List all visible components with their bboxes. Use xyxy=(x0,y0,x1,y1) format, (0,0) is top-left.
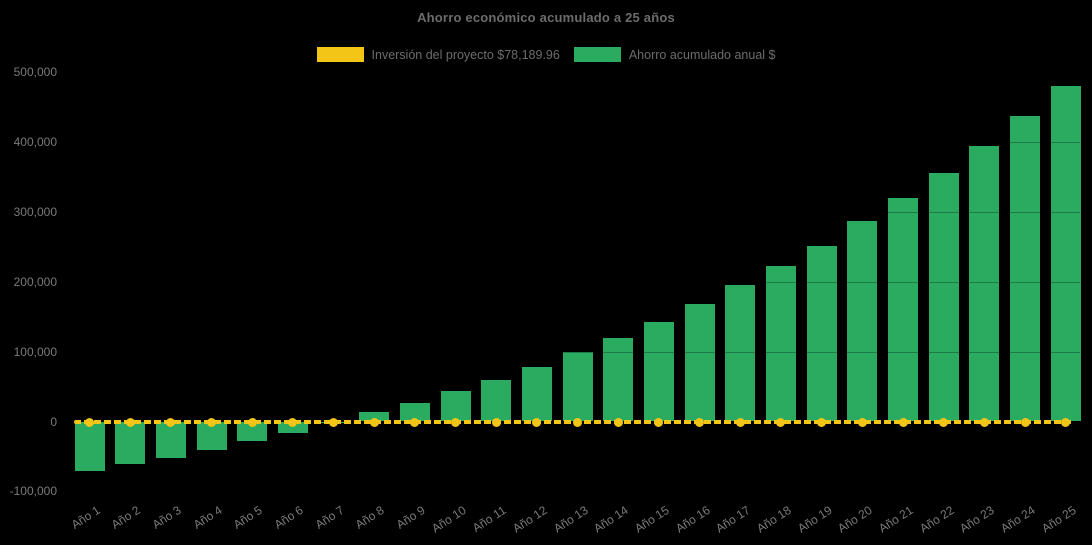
investment-line-marker xyxy=(288,417,298,427)
gridline xyxy=(62,281,1080,283)
bar-ahorro-anio-25 xyxy=(1050,85,1081,422)
investment-line-marker xyxy=(654,417,664,427)
x-axis-label-anio-18: Año 18 xyxy=(754,502,794,535)
bar-ahorro-anio-3 xyxy=(155,421,186,458)
x-axis-label-anio-14: Año 14 xyxy=(591,502,631,535)
x-axis-label-anio-6: Año 6 xyxy=(271,502,306,532)
investment-line-marker xyxy=(979,417,989,427)
bar-ahorro-anio-5 xyxy=(237,421,268,442)
bar-ahorro-anio-16 xyxy=(684,304,715,422)
investment-line-marker xyxy=(573,417,583,427)
investment-line-marker xyxy=(1020,417,1030,427)
y-axis-tick-label: 100,000 xyxy=(13,344,57,359)
bar-ahorro-anio-13 xyxy=(562,352,593,422)
x-axis-label-anio-25: Año 25 xyxy=(1038,502,1079,535)
x-axis-label-anio-2: Año 2 xyxy=(108,502,143,532)
bar-ahorro-anio-21 xyxy=(888,198,918,422)
x-axis-label-anio-23: Año 23 xyxy=(957,502,997,535)
x-axis-label-anio-19: Año 19 xyxy=(794,502,835,535)
x-axis-label-anio-13: Año 13 xyxy=(550,502,591,535)
gridline xyxy=(62,212,1080,213)
legend-label-ahorro: Ahorro acumulado anual $ xyxy=(628,47,776,62)
bar-ahorro-anio-23 xyxy=(969,146,1000,422)
bar-ahorro-anio-12 xyxy=(521,367,552,422)
investment-line-marker xyxy=(85,417,95,427)
bar-ahorro-anio-22 xyxy=(928,172,959,422)
y-axis-tick-label: 300,000 xyxy=(13,205,57,219)
investment-line-marker xyxy=(613,417,623,427)
investment-line-marker xyxy=(532,417,542,427)
legend-label-inversion: Inversión del proyecto $78,189.96 xyxy=(371,47,560,62)
investment-line-marker xyxy=(817,417,827,427)
gridline xyxy=(62,351,1080,353)
gridline xyxy=(62,72,1080,74)
gridline xyxy=(62,491,1080,493)
bar-ahorro-anio-10 xyxy=(440,391,471,422)
y-axis-tick-label: 200,000 xyxy=(13,274,57,289)
investment-line-marker xyxy=(247,417,257,427)
bar-ahorro-anio-24 xyxy=(1010,116,1040,422)
x-axis-label-anio-24: Año 24 xyxy=(998,502,1038,535)
y-axis-tick-label: 400,000 xyxy=(13,135,57,150)
legend-item-inversion[interactable]: Inversión del proyecto $78,189.96 xyxy=(316,47,560,62)
x-axis-label-anio-16: Año 16 xyxy=(672,502,713,535)
y-axis-tick-label: -100,000 xyxy=(9,484,57,499)
y-axis-tick-label: 0 xyxy=(50,414,57,429)
bar-ahorro-anio-20 xyxy=(847,221,878,422)
investment-line-marker xyxy=(166,417,176,427)
legend-item-ahorro[interactable]: Ahorro acumulado anual $ xyxy=(573,47,776,62)
x-axis-label-anio-22: Año 22 xyxy=(916,502,957,535)
bar-ahorro-anio-19 xyxy=(806,245,837,422)
bar-ahorro-anio-11 xyxy=(481,379,512,422)
investment-line-marker xyxy=(207,417,217,427)
x-axis-label-anio-20: Año 20 xyxy=(835,502,875,535)
investment-line xyxy=(74,420,1072,424)
y-axis-tick-label: 500,000 xyxy=(13,65,57,80)
bar-ahorro-anio-9 xyxy=(399,402,430,422)
investment-line-marker xyxy=(451,417,461,427)
bar-ahorro-anio-1 xyxy=(74,421,105,472)
investment-line-marker xyxy=(410,417,420,427)
x-axis-label-anio-12: Año 12 xyxy=(510,502,550,535)
bar-ahorro-anio-14 xyxy=(603,337,634,422)
x-axis-label-anio-21: Año 21 xyxy=(876,502,916,535)
x-axis-label-anio-3: Año 3 xyxy=(149,502,184,532)
x-axis-label-anio-15: Año 15 xyxy=(632,502,672,535)
x-axis-label-anio-11: Año 11 xyxy=(470,502,509,535)
x-axis-label-anio-1: Año 1 xyxy=(68,502,103,532)
x-axis-label-anio-17: Año 17 xyxy=(713,502,753,535)
x-axis-label-anio-5: Año 5 xyxy=(230,502,265,532)
bar-ahorro-anio-18 xyxy=(765,266,796,422)
x-axis-label-anio-9: Año 9 xyxy=(393,502,428,532)
investment-line-marker xyxy=(329,417,339,427)
investment-line-marker xyxy=(125,417,135,427)
investment-line-marker xyxy=(898,417,908,427)
chart-title: Ahorro económico acumulado a 25 años xyxy=(417,10,675,25)
x-axis-label-anio-8: Año 8 xyxy=(352,502,387,532)
gridline xyxy=(62,142,1080,144)
bar-ahorro-anio-15 xyxy=(643,321,674,422)
legend-swatch-inversion xyxy=(316,47,364,62)
legend-swatch-ahorro xyxy=(573,47,621,62)
x-axis-label-anio-10: Año 10 xyxy=(428,502,469,535)
bar-ahorro-anio-8 xyxy=(359,412,390,422)
investment-line-marker xyxy=(939,417,949,427)
x-axis-label-anio-4: Año 4 xyxy=(190,502,225,532)
investment-line-marker xyxy=(369,417,379,427)
bar-ahorro-anio-6 xyxy=(277,421,308,434)
investment-line-marker xyxy=(857,417,867,427)
legend: Inversión del proyecto $78,189.96 Ahorro… xyxy=(0,47,1092,62)
investment-line-marker xyxy=(491,417,501,427)
bar-ahorro-anio-2 xyxy=(115,421,146,465)
investment-line-marker xyxy=(735,417,745,427)
investment-line-marker xyxy=(776,417,786,427)
x-axis-label-anio-7: Año 7 xyxy=(312,502,347,532)
investment-line-marker xyxy=(1061,417,1071,427)
investment-line-marker xyxy=(695,417,705,427)
bar-ahorro-anio-17 xyxy=(725,285,756,422)
